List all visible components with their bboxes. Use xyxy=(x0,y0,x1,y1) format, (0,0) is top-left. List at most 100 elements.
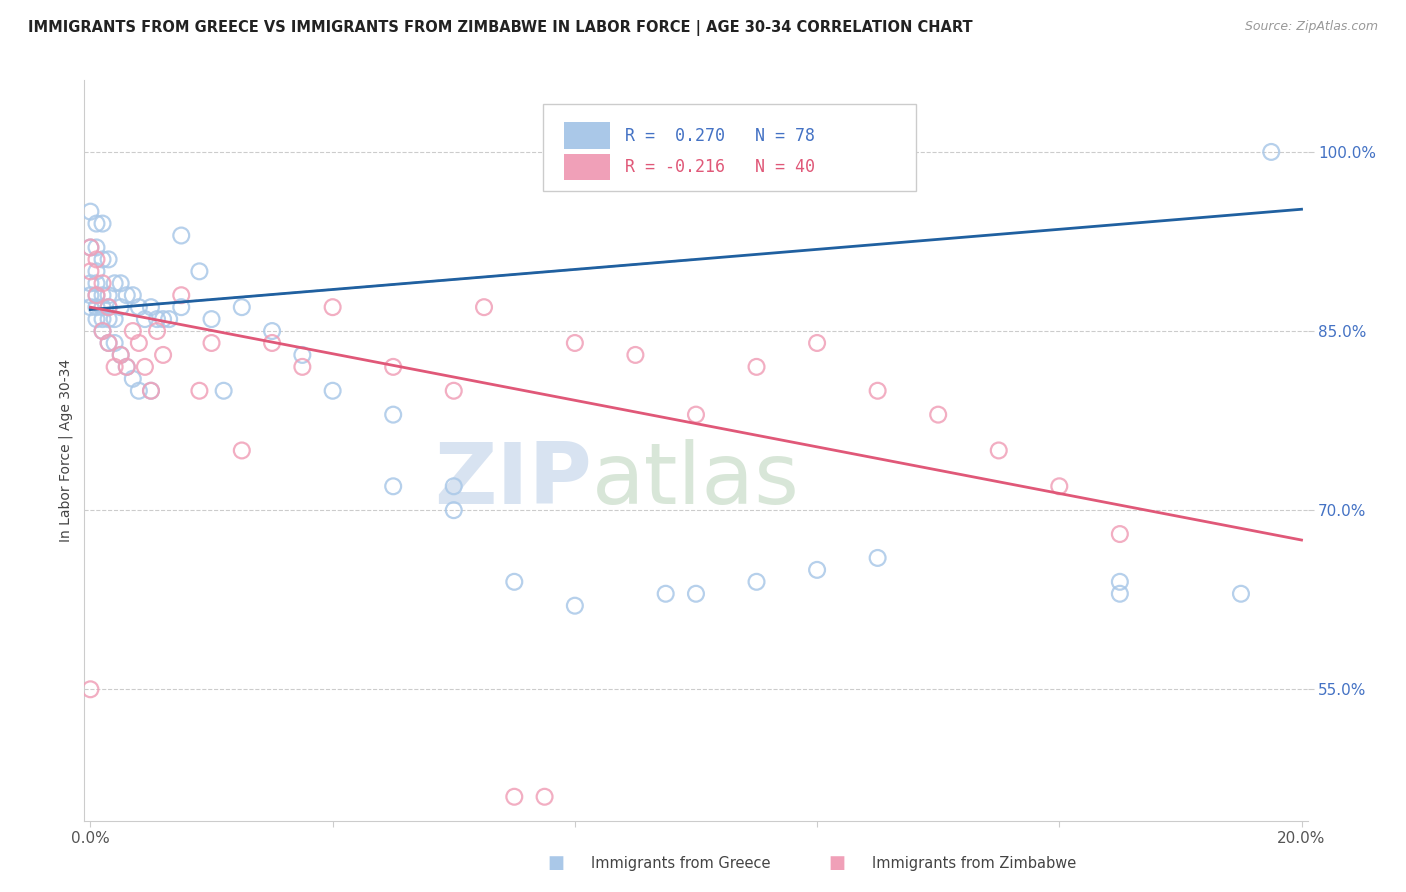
Point xyxy=(79,240,101,254)
Point xyxy=(115,359,138,374)
Point xyxy=(115,359,138,374)
Point xyxy=(291,359,314,374)
Point xyxy=(79,300,101,314)
Point xyxy=(121,288,143,302)
Point xyxy=(1108,527,1130,541)
Point xyxy=(866,550,889,565)
Point xyxy=(146,312,169,326)
Point xyxy=(443,479,465,493)
Point xyxy=(170,288,193,302)
Point xyxy=(146,324,169,338)
Text: Immigrants from Greece: Immigrants from Greece xyxy=(591,856,770,871)
Point xyxy=(262,336,284,351)
Point xyxy=(97,336,120,351)
Point xyxy=(1260,145,1282,159)
Y-axis label: In Labor Force | Age 30-34: In Labor Force | Age 30-34 xyxy=(59,359,73,542)
Point xyxy=(139,300,162,314)
Point xyxy=(91,252,114,267)
Point xyxy=(86,277,108,291)
Point xyxy=(91,288,114,302)
Point xyxy=(745,574,768,589)
Point xyxy=(322,300,344,314)
Point xyxy=(104,277,127,291)
Text: atlas: atlas xyxy=(592,439,800,522)
Point xyxy=(97,312,120,326)
Point xyxy=(86,240,108,254)
Point xyxy=(503,574,526,589)
Text: ZIP: ZIP xyxy=(434,439,592,522)
Point xyxy=(79,277,101,291)
Point xyxy=(152,348,174,362)
Point xyxy=(110,277,132,291)
Point xyxy=(685,408,707,422)
Point xyxy=(322,384,344,398)
Point xyxy=(97,252,120,267)
Point xyxy=(97,300,120,314)
Point xyxy=(1047,479,1070,493)
Point xyxy=(86,288,108,302)
Point xyxy=(139,384,162,398)
FancyBboxPatch shape xyxy=(543,104,917,191)
Point xyxy=(134,312,156,326)
Point xyxy=(200,336,222,351)
Text: ■: ■ xyxy=(828,855,845,872)
Point xyxy=(503,789,526,804)
Point xyxy=(110,348,132,362)
Point xyxy=(97,288,120,302)
Point xyxy=(200,312,222,326)
Text: ■: ■ xyxy=(547,855,564,872)
Point xyxy=(291,348,314,362)
Point xyxy=(91,312,114,326)
Point xyxy=(79,204,101,219)
Point xyxy=(97,336,120,351)
Point xyxy=(1108,587,1130,601)
FancyBboxPatch shape xyxy=(564,122,610,149)
Point xyxy=(91,324,114,338)
Point xyxy=(745,359,768,374)
Point xyxy=(382,408,405,422)
Point xyxy=(987,443,1010,458)
Point xyxy=(382,359,405,374)
Text: IMMIGRANTS FROM GREECE VS IMMIGRANTS FROM ZIMBABWE IN LABOR FORCE | AGE 30-34 CO: IMMIGRANTS FROM GREECE VS IMMIGRANTS FRO… xyxy=(28,20,973,36)
Point xyxy=(115,288,138,302)
Point xyxy=(79,264,101,278)
Point xyxy=(262,324,284,338)
Point xyxy=(170,300,193,314)
Point xyxy=(806,336,828,351)
Point xyxy=(91,277,114,291)
Point xyxy=(134,359,156,374)
Point xyxy=(121,324,143,338)
Text: R =  0.270   N = 78: R = 0.270 N = 78 xyxy=(626,127,815,145)
Point xyxy=(1230,587,1253,601)
Point xyxy=(121,372,143,386)
Point xyxy=(382,479,405,493)
Point xyxy=(231,300,253,314)
Point xyxy=(91,300,114,314)
Point xyxy=(866,384,889,398)
Point xyxy=(86,252,108,267)
Point xyxy=(86,300,108,314)
Point xyxy=(443,384,465,398)
Point xyxy=(104,359,127,374)
Point xyxy=(533,789,555,804)
Point xyxy=(128,300,150,314)
Point xyxy=(157,312,180,326)
Point xyxy=(685,587,707,601)
FancyBboxPatch shape xyxy=(564,153,610,180)
Point xyxy=(128,336,150,351)
Point xyxy=(806,563,828,577)
Point xyxy=(188,384,211,398)
Point xyxy=(472,300,495,314)
Point xyxy=(91,324,114,338)
Text: Source: ZipAtlas.com: Source: ZipAtlas.com xyxy=(1244,20,1378,33)
Point xyxy=(212,384,235,398)
Point xyxy=(170,228,193,243)
Point xyxy=(1108,574,1130,589)
Point xyxy=(86,264,108,278)
Point xyxy=(86,312,108,326)
Point xyxy=(564,599,586,613)
Text: Immigrants from Zimbabwe: Immigrants from Zimbabwe xyxy=(872,856,1076,871)
Text: R = -0.216   N = 40: R = -0.216 N = 40 xyxy=(626,158,815,176)
Point xyxy=(139,384,162,398)
Point xyxy=(110,348,132,362)
